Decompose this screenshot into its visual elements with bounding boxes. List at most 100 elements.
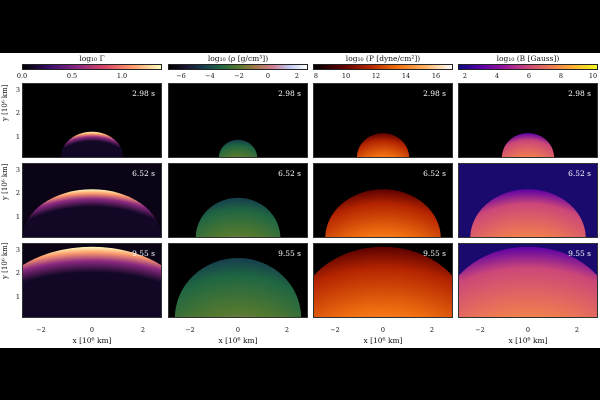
time-label: 6.52 s [278,169,301,178]
outflow-bubble [218,139,258,157]
colorbar-tick: 16 [431,72,441,80]
time-label: 9.55 s [278,249,301,258]
simulation-panel: 2.98 s [313,83,453,158]
colorbar-tick: 1.0 [116,72,128,80]
panel-image [459,84,597,157]
x-axis-label: x [10⁶ km] [508,336,548,345]
time-label: 9.55 s [568,249,591,258]
outflow-bubble [23,246,161,317]
colorbar-label: log₁₀ (ρ [g/cm³]) [207,54,269,63]
x-tick: 0 [380,326,386,334]
panel-image [169,164,307,237]
colorbar-tick: 6 [526,72,532,80]
simulation-panel: 6.52 s [168,163,308,238]
simulation-panel: 6.52 s [313,163,453,238]
time-label: 2.98 s [278,89,301,98]
colorbar-tick: 8 [313,72,319,80]
colorbar-tick: 0.0 [16,72,28,80]
time-label: 9.55 s [132,249,155,258]
time-label: 2.98 s [423,89,446,98]
simulation-panel: 6.52 s [22,163,162,238]
outflow-bubble [459,246,597,317]
x-tick: 2 [284,326,290,334]
y-tick: 3 [15,246,20,254]
outflow-bubble [314,246,452,317]
y-axis-label: y [10⁶ km] [1,242,9,279]
y-tick: 2 [15,269,20,277]
colorbar-tick: −4 [205,72,215,80]
simulation-panel: 2.98 s [458,83,598,158]
time-label: 9.55 s [423,249,446,258]
simulation-panel: 9.55 s [168,243,308,318]
colorbar-tick: 14 [401,72,411,80]
y-tick: 2 [15,109,20,117]
panel-image [314,84,452,157]
time-label: 2.98 s [132,89,155,98]
outflow-bubble [60,131,124,157]
colorbar-tick: 0 [265,72,271,80]
x-axis-label: x [10⁶ km] [363,336,403,345]
x-tick: −2 [475,326,485,334]
simulation-panel: 6.52 s [458,163,598,238]
y-tick: 1 [15,293,20,301]
colorbar-tick: 4 [494,72,500,80]
colorbar-gradient [168,64,308,70]
simulation-panel: 2.98 s [168,83,308,158]
y-tick: 1 [15,213,20,221]
x-axis-label: x [10⁶ km] [72,336,112,345]
y-tick: 3 [15,166,20,174]
x-tick: 0 [525,326,531,334]
figure: log₁₀ Γ 0.0 0.5 1.0 log₁₀ (ρ [g/cm³]) −6… [0,53,600,348]
time-label: 2.98 s [568,89,591,98]
x-tick: 2 [429,326,435,334]
outflow-bubble [356,133,410,157]
y-axis-label: y [10⁶ km] [1,163,9,200]
outflow-bubble [470,189,586,237]
outflow-bubble [23,189,161,237]
colorbar-tick: 2 [294,72,300,80]
colorbar-tick: 10 [588,72,598,80]
panel-image [169,244,307,317]
x-tick: 0 [235,326,241,334]
x-tick: −2 [185,326,195,334]
time-label: 6.52 s [132,169,155,178]
y-tick: 2 [15,189,20,197]
panel-image [314,244,452,317]
colorbar-tick: 2 [462,72,468,80]
y-axis-label: y [10⁶ km] [1,84,9,121]
panel-image [23,164,161,237]
colorbar-tick: 10 [341,72,351,80]
panel-image [23,84,161,157]
x-tick: 2 [140,326,146,334]
x-axis-label: x [10⁶ km] [218,336,258,345]
colorbar-gradient [22,64,162,70]
outflow-bubble [501,133,555,157]
x-tick: −2 [330,326,340,334]
y-tick: 1 [15,133,20,141]
colorbar-tick: 12 [371,72,381,80]
colorbar-gradient [458,64,598,70]
colorbar-tick: −2 [234,72,244,80]
colorbar-tick: 0.5 [66,72,78,80]
colorbar-label: log₁₀ (P [dyne/cm²]) [345,54,421,63]
time-label: 6.52 s [568,169,591,178]
outflow-bubble [195,197,281,237]
outflow-bubble [174,258,302,317]
colorbar-gradient [313,64,453,70]
panel-image [459,244,597,317]
simulation-panel: 2.98 s [22,83,162,158]
colorbar-label: log₁₀ Γ [79,54,105,63]
colorbar-tick: −6 [176,72,186,80]
x-tick: −2 [36,326,46,334]
simulation-panel: 9.55 s [22,243,162,318]
y-tick: 3 [15,86,20,94]
panel-image [169,84,307,157]
time-label: 6.52 s [423,169,446,178]
x-tick: 2 [574,326,580,334]
colorbar-tick: 8 [558,72,564,80]
panel-image [314,164,452,237]
panel-image [23,244,161,317]
x-tick: 0 [89,326,95,334]
simulation-panel: 9.55 s [458,243,598,318]
panel-image [459,164,597,237]
